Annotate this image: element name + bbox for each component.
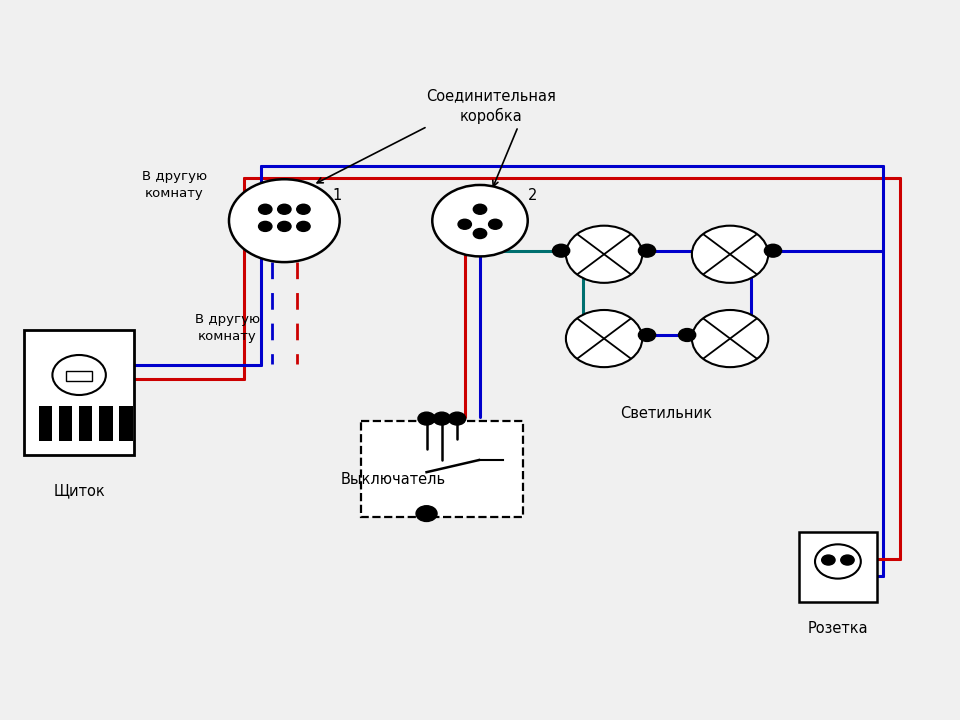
Text: Выключатель: Выключатель xyxy=(341,472,445,487)
Text: Светильник: Светильник xyxy=(620,406,712,421)
Circle shape xyxy=(277,204,291,215)
Text: 2: 2 xyxy=(528,188,538,203)
Circle shape xyxy=(277,221,291,231)
Circle shape xyxy=(433,412,450,425)
Bar xyxy=(99,406,112,441)
Circle shape xyxy=(432,185,528,256)
Circle shape xyxy=(458,220,471,229)
Bar xyxy=(66,372,92,382)
Text: В другую
комнату: В другую комнату xyxy=(142,170,207,200)
Circle shape xyxy=(418,412,435,425)
Circle shape xyxy=(638,244,656,257)
Polygon shape xyxy=(361,420,523,517)
Circle shape xyxy=(297,204,310,215)
Circle shape xyxy=(565,310,642,367)
Circle shape xyxy=(679,328,696,341)
Text: Соединительная
коробка: Соединительная коробка xyxy=(426,88,557,125)
Circle shape xyxy=(258,221,272,231)
Circle shape xyxy=(473,204,487,215)
Circle shape xyxy=(692,310,768,367)
Circle shape xyxy=(822,555,835,565)
Bar xyxy=(60,406,72,441)
Circle shape xyxy=(841,555,854,565)
Circle shape xyxy=(489,220,502,229)
Circle shape xyxy=(473,228,487,238)
Bar xyxy=(39,406,53,441)
Circle shape xyxy=(764,244,781,257)
Text: Розетка: Розетка xyxy=(807,621,868,636)
Text: Щиток: Щиток xyxy=(53,484,105,498)
Bar xyxy=(799,532,877,602)
Circle shape xyxy=(258,204,272,215)
Bar xyxy=(79,406,92,441)
Circle shape xyxy=(229,179,340,262)
Circle shape xyxy=(565,225,642,283)
Circle shape xyxy=(553,244,569,257)
Circle shape xyxy=(416,505,437,521)
Circle shape xyxy=(297,221,310,231)
Text: 1: 1 xyxy=(332,188,342,203)
Circle shape xyxy=(692,225,768,283)
Circle shape xyxy=(448,412,466,425)
Bar xyxy=(24,330,134,454)
Bar xyxy=(119,406,132,441)
Text: В другую
комнату: В другую комнату xyxy=(195,313,259,343)
Circle shape xyxy=(638,328,656,341)
